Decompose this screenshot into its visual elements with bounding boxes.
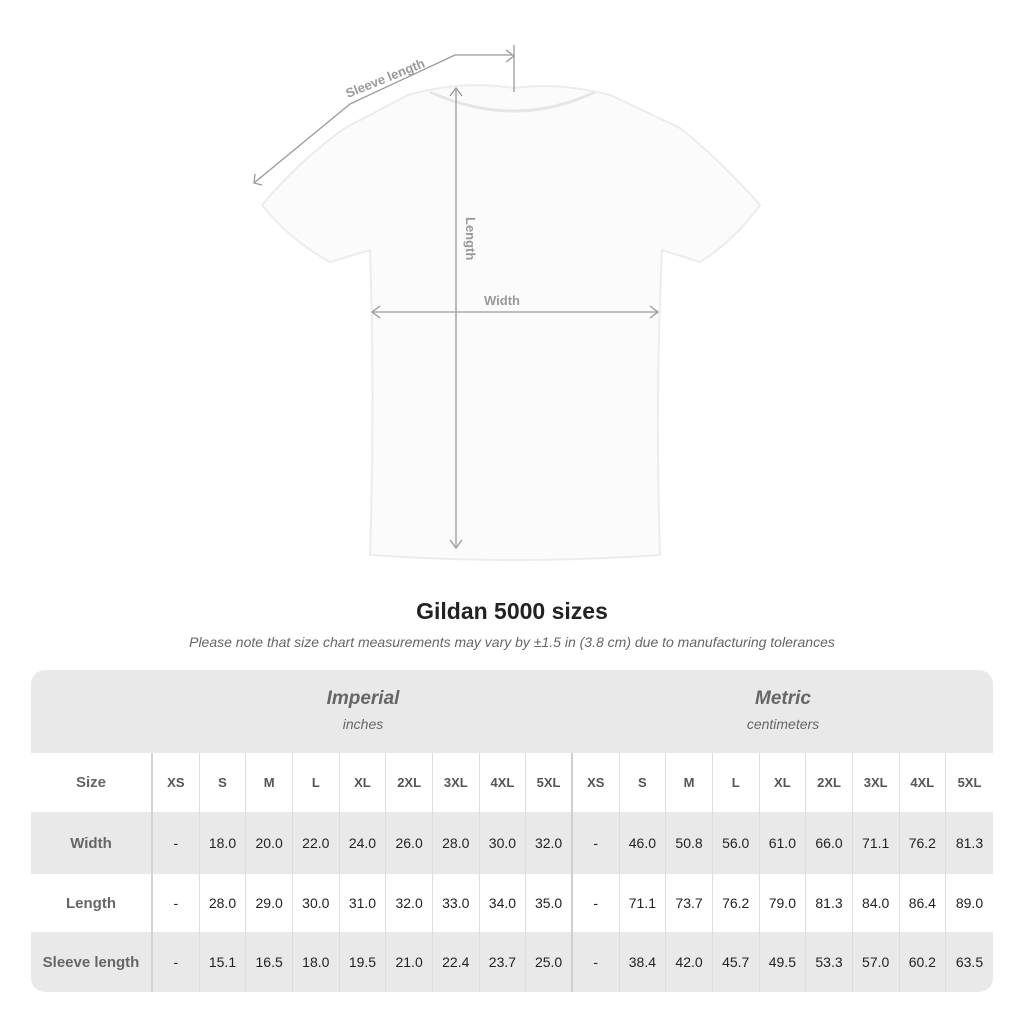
metric-value-cell: 71.1 [853, 812, 900, 874]
imperial-value-cell: 16.5 [246, 932, 293, 992]
imperial-value-cell: 28.0 [433, 812, 480, 874]
metric-value-cell: 66.0 [806, 812, 853, 874]
imperial-value-cell: 22.4 [433, 932, 480, 992]
imperial-size-header: XS [153, 753, 200, 812]
metric-value-cell: 50.8 [666, 812, 713, 874]
imperial-value-cell: 18.0 [293, 932, 340, 992]
metric-value-cell: 60.2 [900, 932, 947, 992]
metric-value-cell: - [573, 932, 620, 992]
imperial-size-header: 3XL [433, 753, 480, 812]
imperial-value-cell: 30.0 [293, 874, 340, 932]
metric-value-cell: 42.0 [666, 932, 713, 992]
imperial-value-cell: 34.0 [480, 874, 527, 932]
size-chart-table: Imperial inches Metric centimeters Size X… [31, 670, 993, 992]
imperial-value-cell: 32.0 [386, 874, 433, 932]
metric-value-cell: 76.2 [900, 812, 947, 874]
metric-value-cell: 73.7 [666, 874, 713, 932]
metric-value-cell: 57.0 [853, 932, 900, 992]
size-header-label: Size [31, 753, 153, 812]
imperial-value-cell: 24.0 [340, 812, 387, 874]
metric-size-header: 2XL [806, 753, 853, 812]
metric-header: Metric centimeters [573, 670, 993, 753]
imperial-value-cell: - [153, 932, 200, 992]
tshirt-collar [429, 90, 596, 113]
metric-size-header: 5XL [957, 775, 982, 790]
metric-value-cell: 81.3 [955, 835, 984, 851]
imperial-value-cell: 31.0 [340, 874, 387, 932]
metric-value-cell: 63.5 [955, 954, 984, 970]
imperial-value-cell: - [153, 874, 200, 932]
metric-value-cell: 86.4 [900, 874, 947, 932]
length-label: Length [463, 217, 478, 260]
metric-value-cell: 84.0 [853, 874, 900, 932]
imperial-size-header: 5XL [526, 753, 573, 812]
metric-value-cell: 49.5 [760, 932, 807, 992]
imperial-value-cell: 28.0 [200, 874, 247, 932]
imperial-value-cell: 32.0 [526, 812, 573, 874]
imperial-value-cell: 26.0 [386, 812, 433, 874]
imperial-size-header: XL [340, 753, 387, 812]
width-label: Width [484, 293, 520, 308]
imperial-value-cell: 21.0 [386, 932, 433, 992]
imperial-size-header: 4XL [480, 753, 527, 812]
metric-size-header: 4XL [900, 753, 947, 812]
row-label: Sleeve length [31, 932, 153, 992]
metric-value-cell: 76.2 [713, 874, 760, 932]
imperial-value-cell: 20.0 [246, 812, 293, 874]
imperial-value-cell: 19.5 [340, 932, 387, 992]
metric-value-cell: 45.7 [713, 932, 760, 992]
imperial-size-header: S [200, 753, 247, 812]
tshirt-diagram: Sleeve length Length Width [253, 45, 762, 561]
imperial-value-cell: 29.0 [246, 874, 293, 932]
tshirt-image [260, 84, 762, 561]
sleeve-measure-line [253, 103, 351, 184]
table-row: Length -28.0 29.0 30.0 31.0 32.0 33.0 34.0 35.0-… [31, 874, 993, 932]
metric-value-cell: - [573, 874, 620, 932]
table-row: Width -18.0 20.0 22.0 24.0 26.0 28.0 30.0 32.0-4… [31, 812, 993, 874]
imperial-value-cell: 35.0 [526, 874, 573, 932]
imperial-title: Imperial [326, 688, 400, 709]
imperial-size-header: L [293, 753, 340, 812]
metric-size-header: XL [760, 753, 807, 812]
imperial-value-cell: 33.0 [433, 874, 480, 932]
page-title: Gildan 5000 sizes [416, 598, 608, 624]
imperial-header: Imperial inches [153, 670, 573, 753]
metric-value-cell: 89.0 [955, 895, 984, 911]
imperial-value-cell: - [153, 812, 200, 874]
imperial-unit: inches [342, 716, 384, 732]
imperial-size-header: M [246, 753, 293, 812]
row-label: Width [31, 812, 153, 874]
imperial-value-cell: 25.0 [526, 932, 573, 992]
imperial-value-cell: 23.7 [480, 932, 527, 992]
metric-value-cell: 56.0 [713, 812, 760, 874]
table-row: Sleeve length -15.1 16.5 18.0 19.5 21.0 22.4 23… [31, 932, 993, 992]
metric-value-cell: 81.3 [806, 874, 853, 932]
imperial-value-cell: 22.0 [293, 812, 340, 874]
metric-size-header: M [666, 753, 713, 812]
imperial-size-header: 2XL [386, 753, 433, 812]
metric-value-cell: - [573, 812, 620, 874]
metric-value-cell: 61.0 [760, 812, 807, 874]
arrow-icon [253, 49, 660, 550]
sleeve-measure-line-top [349, 54, 456, 105]
imperial-value-cell: 18.0 [200, 812, 247, 874]
metric-value-cell: 46.0 [620, 812, 667, 874]
metric-value-cell: 38.4 [620, 932, 667, 992]
row-label: Length [31, 874, 153, 932]
metric-value-cell: 53.3 [806, 932, 853, 992]
metric-size-header: L [713, 753, 760, 812]
tolerance-note: Please note that size chart measurements… [189, 634, 835, 650]
size-header-row: Size XS S M L XL 2XL 3XL 4XL 5XL XS S M L XL 2XL 3XL 4XL 5… [31, 753, 993, 812]
metric-title: Metric [755, 688, 811, 709]
imperial-value-cell: 30.0 [480, 812, 527, 874]
metric-unit: centimeters [746, 716, 820, 732]
imperial-value-cell: 15.1 [200, 932, 247, 992]
metric-value-cell: 79.0 [760, 874, 807, 932]
metric-size-header: 3XL [853, 753, 900, 812]
metric-size-header: S [620, 753, 667, 812]
metric-value-cell: 71.1 [620, 874, 667, 932]
metric-size-header: XS [573, 753, 620, 812]
